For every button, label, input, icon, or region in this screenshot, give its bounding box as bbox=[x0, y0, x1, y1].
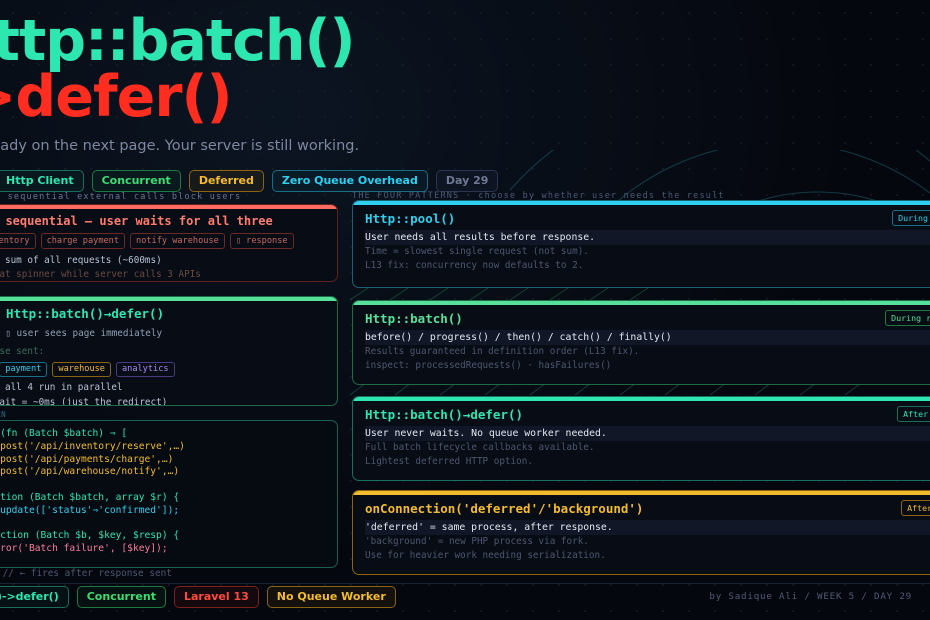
card-title: onConnection('deferred'/'background') bbox=[365, 501, 644, 516]
card-line-1: nt — all 4 run in parallel bbox=[0, 382, 123, 394]
card-accent-bar bbox=[353, 397, 930, 401]
card-line-2: res at spinner while server calls 3 APIs bbox=[0, 268, 201, 280]
code-line-2: tch→post('/api/inventory/reserve',…) bbox=[0, 440, 185, 452]
footer-chip-laravel-13[interactable]: Laravel 13 bbox=[173, 586, 259, 609]
pill-warehouse[interactable]: warehouse bbox=[52, 361, 111, 378]
chip-day-29[interactable]: Day 29 bbox=[435, 170, 499, 193]
card-lead: 'deferred' = same process, after respons… bbox=[365, 520, 930, 535]
left-section-label: EM · sequential external calls block use… bbox=[0, 192, 242, 202]
code-caption: (); // ← fires after response sent bbox=[0, 568, 172, 579]
card-line-1: Full batch lifecycle callbacks available… bbox=[365, 442, 595, 453]
footer-credit: by Sadique Ali / WEEK 5 / DAY 29 bbox=[709, 591, 912, 602]
chip-http-client[interactable]: Http Client bbox=[0, 170, 84, 193]
card-line-1: Time = slowest single request (not sum). bbox=[365, 246, 589, 257]
card-title: Http::batch() bbox=[365, 311, 463, 326]
code-block: atch(fn (Batch $batch) ⇒ [ tch→post('/ap… bbox=[0, 420, 338, 568]
card-line-2: Use for heavier work needing serializati… bbox=[365, 550, 606, 562]
code-line-4: tch→post('/api/warehouse/notify',…) bbox=[0, 466, 180, 478]
pill-notify-warehouse[interactable]: notify warehouse bbox=[130, 233, 225, 249]
card-line-1: me = sum of all requests (~600ms) bbox=[0, 254, 162, 266]
topic-chip-row: Http Client Concurrent Deferred Zero Que… bbox=[0, 170, 499, 193]
code-line-6: function (Batch $batch, array $r) { bbox=[0, 491, 180, 503]
card-line-2: Lightest deferred HTTP option. bbox=[365, 456, 533, 468]
card-tag-badge: During request · co bbox=[892, 210, 930, 226]
card-line-2: inspect: processedRequests() · hasFailur… bbox=[365, 360, 612, 372]
card-sequential-problem: · sequential — user waits for all three … bbox=[0, 204, 338, 282]
hero: Http::batch() ->defer() r is already on … bbox=[0, 8, 560, 155]
card-line-1: Results guaranteed in definition order (… bbox=[365, 346, 640, 357]
code-line-3: tch→post('/api/payments/charge',…) bbox=[0, 453, 174, 465]
page-title-line2: ->defer() bbox=[0, 64, 233, 131]
pill-row: inventory charge payment notify warehous… bbox=[0, 228, 337, 249]
pill-charge-payment[interactable]: charge payment bbox=[40, 233, 126, 249]
card-tag-badge: After response · o bbox=[901, 500, 930, 516]
card-line-2: er wait = ~0ms (just the redirect) bbox=[0, 396, 168, 406]
card-tag-badge: During request · lifecycle c bbox=[885, 310, 930, 326]
footer-chip-row: h()->defer() Concurrent Laravel 13 No Qu… bbox=[0, 586, 396, 609]
card-http-pool: During request · co Http::pool() User ne… bbox=[352, 200, 930, 288]
card-title: · Http::batch()→defer() bbox=[0, 306, 165, 321]
pill-payment[interactable]: payment bbox=[0, 361, 48, 378]
chip-concurrent[interactable]: Concurrent bbox=[91, 170, 181, 193]
footer-chip-no-queue-worker[interactable]: No Queue Worker bbox=[266, 586, 396, 609]
footer-divider bbox=[0, 583, 930, 584]
card-accent-bar bbox=[353, 201, 930, 205]
chip-deferred[interactable]: Deferred bbox=[188, 170, 264, 193]
pill-row: y payment warehouse analytics bbox=[0, 359, 337, 378]
chip-zero-queue-overhead[interactable]: Zero Queue Overhead bbox=[271, 170, 428, 193]
code-line-8 bbox=[0, 517, 337, 530]
card-line-1: 'background' = new PHP process via fork. bbox=[365, 536, 589, 547]
pill-inventory[interactable]: inventory bbox=[0, 233, 36, 249]
code-line-1: atch(fn (Batch $batch) ⇒ [ bbox=[0, 428, 128, 439]
pill-analytics[interactable]: analytics bbox=[115, 361, 175, 378]
card-batch-defer-solution: · Http::batch()→defer() se ▯ user sees p… bbox=[0, 296, 338, 406]
code-line-9: (function (Batch $b, $key, $resp) { bbox=[0, 530, 180, 541]
card-accent-bar bbox=[353, 301, 930, 305]
card-accent-bar bbox=[353, 491, 930, 495]
card-on-connection: After response · o onConnection('deferre… bbox=[352, 490, 930, 575]
card-lead: User never waits. No queue worker needed… bbox=[365, 426, 930, 441]
card-lead: User needs all results before response. bbox=[365, 230, 930, 245]
page-title-line1: Http::batch() bbox=[0, 8, 356, 74]
code-line-7: der→update(['status'⇒'confirmed']); bbox=[0, 504, 180, 516]
code-line-10: ::error('Batch failure', [$key]); bbox=[0, 542, 168, 554]
card-tag-badge: After response · concurr bbox=[897, 406, 930, 422]
code-line-5 bbox=[0, 479, 337, 492]
card-lead: before() / progress() / then() / catch()… bbox=[365, 330, 930, 345]
pill-response[interactable]: ▯ response bbox=[229, 233, 294, 249]
card-line-2: L13 fix: concurrency now defaults to 2. bbox=[365, 260, 584, 272]
code-block-label: RN bbox=[0, 410, 7, 419]
card-http-batch: During request · lifecycle c Http::batch… bbox=[352, 300, 930, 385]
footer-chip-concurrent[interactable]: Concurrent bbox=[76, 586, 166, 609]
card-title: Http::pool() bbox=[365, 211, 456, 226]
card-http-batch-defer: After response · concurr Http::batch()→d… bbox=[352, 396, 930, 481]
card-title: Http::batch()→defer() bbox=[365, 407, 524, 422]
hero-subtitle: r is already on the next page. Your serv… bbox=[0, 138, 360, 155]
card-subline: ▯ user sees page immediately bbox=[5, 327, 163, 339]
card-title: · sequential — user waits for all three bbox=[0, 214, 273, 228]
card-accent-bar bbox=[0, 205, 337, 209]
footer-chip-batch-defer[interactable]: h()->defer() bbox=[0, 586, 69, 609]
card-accent-bar bbox=[0, 297, 337, 301]
card-sent-label: sponse sent: bbox=[0, 345, 45, 357]
right-section-label: THE FOUR PATTERNS · choose by whether us… bbox=[352, 191, 725, 201]
